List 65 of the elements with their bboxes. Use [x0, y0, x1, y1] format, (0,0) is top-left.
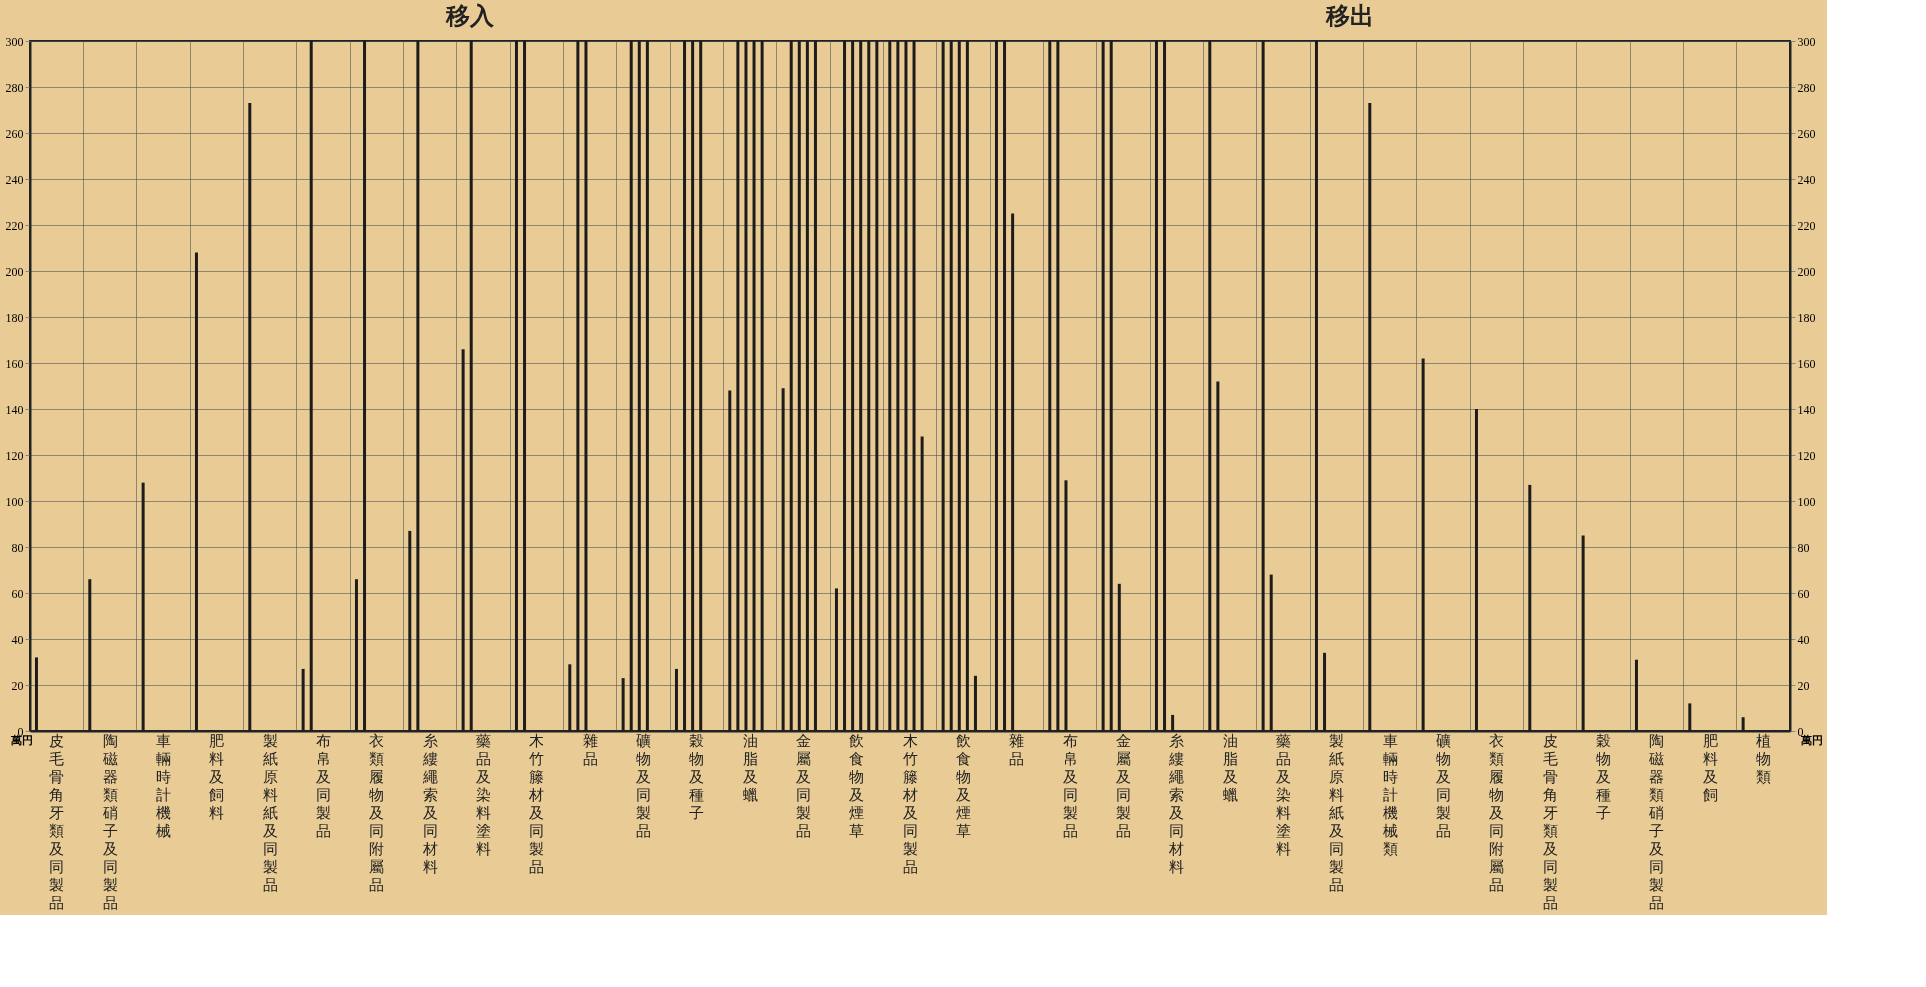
x-tick-label: 穀物及種子 — [1595, 731, 1611, 822]
category-label: 衣類履物及同附屬品 — [1489, 731, 1505, 894]
y2-tick-label: 220 — [1797, 218, 1816, 233]
y2-tick-label: 60 — [1797, 586, 1810, 601]
x-tick-label: 木竹籐材及同製品 — [901, 731, 918, 876]
y2-tick-label: 180 — [1797, 310, 1816, 325]
x-tick-label: 車輛時計機械 — [155, 731, 171, 840]
y-tick-label: 40 — [11, 632, 24, 647]
category-label: 製紙原料紙及同製品 — [1329, 731, 1345, 894]
y-tick-label: 60 — [11, 586, 24, 601]
x-tick-label: 雜品 — [1009, 731, 1025, 768]
y2-tick-label: 260 — [1797, 126, 1816, 141]
y2-tick-label: 140 — [1797, 402, 1816, 417]
x-tick-label: 肥料及飼料 — [209, 731, 225, 822]
x-tick-label: 布帛及同製品 — [315, 731, 331, 840]
category-label: 陶磁器類硝子及同製品 — [1649, 731, 1665, 912]
x-tick-label: 礦物及同製品 — [1435, 731, 1451, 840]
y2-tick-label: 120 — [1797, 448, 1816, 463]
x-tick-label: 穀物及種子 — [689, 731, 705, 822]
x-tick-label: 肥料及飼 — [1702, 731, 1718, 804]
category-label: 皮毛骨角牙類及同製品 — [1542, 731, 1558, 912]
y2-tick-label: 100 — [1797, 494, 1816, 509]
x-tick-label: 藥品及染料塗料 — [475, 731, 491, 858]
y2-tick-label: 80 — [1797, 540, 1810, 555]
y-tick-label: 220 — [5, 218, 24, 233]
y2-tick-label: 160 — [1797, 356, 1816, 371]
x-tick-label: 油脂及蠟 — [1222, 731, 1238, 804]
y-tick-label: 100 — [5, 494, 24, 509]
y-tick-label: 200 — [5, 264, 24, 279]
x-tick-label: 飲食物及煙草 — [849, 731, 865, 840]
x-tick-label: 礦物及同製品 — [635, 731, 651, 840]
y2-tick-label: 200 — [1797, 264, 1816, 279]
x-tick-label: 金屬及同製品 — [1115, 731, 1131, 840]
category-label: 陶磁器類硝子及同製品 — [102, 731, 118, 912]
x-tick-label: 糸縷繩索及同材料 — [421, 731, 438, 876]
x-tick-label: 飲食物及煙草 — [955, 731, 971, 840]
y-tick-label: 140 — [5, 402, 24, 417]
x-tick-label: 油脂及蠟 — [742, 731, 758, 804]
y2-tick-label: 20 — [1797, 678, 1810, 693]
x-tick-label: 糸縷繩索及同材料 — [1168, 731, 1185, 876]
x-tick-label: 雜品 — [582, 731, 598, 768]
y-tick-label: 260 — [5, 126, 24, 141]
y2-tick-label: 40 — [1797, 632, 1810, 647]
y2-tick-label: 240 — [1797, 172, 1816, 187]
y-tick-label: 80 — [11, 540, 24, 555]
x-tick-label: 藥品及染料塗料 — [1275, 731, 1291, 858]
y-tick-label: 280 — [5, 80, 24, 95]
y2-tick-label: 300 — [1797, 34, 1816, 49]
x-tick-label: 木竹籐材及同製品 — [528, 731, 545, 876]
x-tick-label: 植物類 — [1755, 731, 1771, 786]
category-label: 衣類履物及同附屬品 — [369, 731, 385, 894]
text: 移出 — [1325, 2, 1374, 30]
x-tick-label: 布帛及同製品 — [1062, 731, 1078, 840]
category-label: 皮毛骨角牙類及同製品 — [49, 731, 65, 912]
y-tick-label: 300 — [5, 34, 24, 49]
text: 移入 — [445, 2, 495, 30]
category-label: 製紙原料紙及同製品 — [262, 731, 278, 894]
y-tick-label: 240 — [5, 172, 24, 187]
y2-tick-label: 280 — [1797, 80, 1816, 95]
x-tick-label: 金屬及同製品 — [795, 731, 811, 840]
x-tick-label: 車輛時計機械類 — [1382, 731, 1398, 858]
y-tick-label: 20 — [11, 678, 24, 693]
y-tick-label: 120 — [5, 448, 24, 463]
y-tick-label: 160 — [5, 356, 24, 371]
y-tick-label: 180 — [5, 310, 24, 325]
